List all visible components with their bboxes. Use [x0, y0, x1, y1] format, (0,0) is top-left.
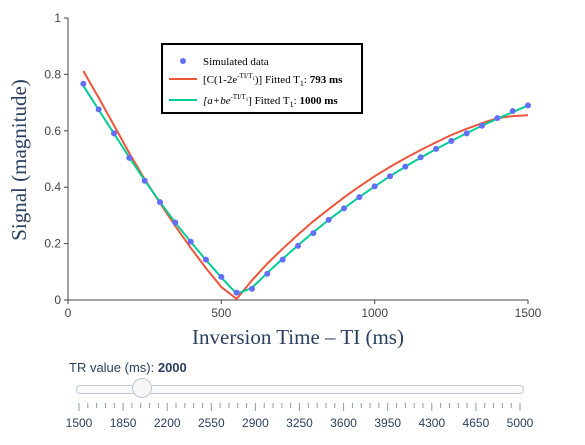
slider-current-value: 2000 — [158, 360, 187, 375]
data-point — [326, 217, 332, 223]
x-tick-label: 500 — [211, 306, 231, 320]
data-point — [142, 178, 148, 184]
data-point — [280, 257, 286, 263]
data-point — [126, 155, 132, 161]
legend-label-fit1: [C(1-2e-TI/T1)] Fitted T1: 793 ms — [203, 72, 343, 88]
x-tick-label: 1500 — [515, 306, 542, 320]
slider-handle[interactable] — [132, 378, 152, 398]
data-point — [418, 154, 424, 160]
y-tick-label: 0.4 — [44, 180, 61, 194]
data-point — [464, 130, 470, 136]
data-point — [479, 123, 485, 129]
legend-marker-simulated — [180, 58, 186, 64]
data-point — [310, 230, 316, 236]
slider-title-label: TR value (ms): — [69, 360, 158, 375]
data-point — [218, 274, 224, 280]
data-point — [494, 115, 500, 121]
data-point — [402, 164, 408, 170]
data-point — [80, 81, 86, 87]
legend-label-simulated: Simulated data — [203, 56, 269, 68]
data-point — [111, 130, 117, 136]
y-tick-label: 1 — [54, 11, 61, 25]
data-point — [188, 239, 194, 245]
data-point — [249, 286, 255, 292]
x-tick-label: 0 — [65, 306, 72, 320]
data-point — [172, 219, 178, 225]
y-tick-label: 0.2 — [44, 237, 61, 251]
x-axis-title: Inversion Time – TI (ms) — [192, 325, 404, 349]
legend-label-fit2: [a+be-TI/T1] Fitted T1: 1000 ms — [203, 93, 338, 109]
data-point — [372, 183, 378, 189]
series-line-fit-2 — [83, 86, 528, 294]
data-point — [510, 108, 516, 114]
y-ticks: 0 0.2 0.4 0.6 0.8 1 — [44, 11, 68, 307]
data-point — [525, 102, 531, 108]
data-point — [341, 205, 347, 211]
data-point — [203, 257, 209, 263]
y-tick-label: 0.6 — [44, 124, 61, 138]
x-ticks: 0 500 1000 1500 — [65, 300, 542, 320]
data-point — [234, 290, 240, 296]
data-point — [295, 243, 301, 249]
y-tick-label: 0.8 — [44, 67, 61, 81]
data-point — [433, 146, 439, 152]
data-point — [157, 199, 163, 205]
data-point — [356, 194, 362, 200]
slider-title: TR value (ms): 2000 — [69, 360, 187, 375]
legend: Simulated data [C(1-2e-TI/T1)] Fitted T1… — [162, 44, 362, 113]
data-point — [96, 106, 102, 112]
y-tick-label: 0 — [54, 293, 61, 307]
data-point — [264, 271, 270, 277]
data-point — [387, 173, 393, 179]
x-tick-label: 1000 — [361, 306, 388, 320]
y-axis-title: Signal (magnitude) — [7, 79, 31, 241]
data-point — [448, 138, 454, 144]
